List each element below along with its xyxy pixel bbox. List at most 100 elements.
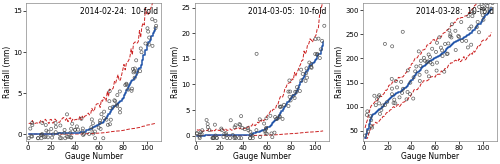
Point: [290, 97, 298, 99]
Point: [312, 38, 320, 40]
Point: [308, 66, 316, 69]
Point: [416, 73, 424, 76]
Point: [388, 93, 396, 96]
Point: [364, 110, 372, 113]
Point: [398, 92, 406, 94]
Point: [56, 124, 64, 127]
Point: [468, 25, 475, 28]
Point: [361, 134, 369, 137]
Point: [388, 45, 396, 48]
Point: [484, 1, 492, 4]
Point: [196, 135, 203, 138]
Point: [468, 10, 476, 13]
Point: [270, 131, 278, 134]
Point: [130, 76, 138, 79]
Point: [367, 125, 375, 127]
Point: [100, 137, 108, 140]
Point: [28, 135, 36, 138]
Point: [293, 86, 301, 89]
Point: [100, 117, 108, 119]
Point: [130, 71, 138, 74]
Point: [396, 96, 404, 99]
Point: [278, 105, 285, 108]
Point: [231, 135, 239, 138]
Point: [252, 129, 260, 132]
Point: [424, 60, 432, 63]
Point: [106, 107, 114, 109]
Point: [406, 81, 414, 84]
Point: [213, 137, 221, 139]
Point: [209, 137, 217, 139]
X-axis label: Gauge Number: Gauge Number: [232, 152, 291, 161]
Point: [256, 118, 264, 121]
Point: [232, 137, 239, 139]
Point: [274, 117, 281, 120]
Point: [208, 137, 216, 139]
Point: [42, 135, 50, 138]
Point: [38, 122, 46, 124]
Point: [96, 128, 104, 130]
Point: [284, 105, 292, 107]
Point: [122, 83, 130, 86]
Point: [276, 105, 284, 108]
Point: [106, 100, 114, 102]
Point: [426, 61, 434, 64]
Point: [308, 66, 316, 68]
Point: [420, 57, 428, 59]
Point: [487, 7, 495, 10]
Point: [276, 105, 284, 108]
Point: [240, 128, 248, 131]
Point: [433, 61, 441, 64]
Point: [475, 6, 483, 8]
Point: [432, 69, 440, 72]
Point: [446, 29, 454, 32]
Point: [437, 46, 445, 49]
Point: [444, 52, 452, 55]
Point: [210, 137, 218, 139]
Point: [388, 78, 396, 80]
Point: [60, 129, 68, 131]
Point: [232, 124, 239, 127]
Point: [404, 69, 412, 72]
Point: [66, 132, 74, 134]
Point: [422, 70, 430, 73]
Point: [368, 126, 376, 129]
Point: [67, 127, 75, 130]
Point: [252, 52, 260, 55]
Point: [457, 21, 465, 23]
Point: [230, 137, 238, 139]
Text: 2014-03-05:  10-fold: 2014-03-05: 10-fold: [248, 7, 326, 16]
Point: [248, 134, 256, 137]
Point: [145, 36, 153, 39]
Point: [286, 79, 294, 82]
Point: [276, 115, 283, 118]
Point: [302, 80, 310, 82]
Point: [131, 67, 139, 70]
Point: [73, 125, 81, 128]
Point: [218, 129, 226, 131]
Point: [416, 80, 424, 82]
Point: [94, 126, 102, 129]
Point: [226, 119, 234, 122]
Point: [212, 136, 220, 139]
Point: [468, 15, 476, 17]
Point: [373, 98, 381, 101]
Point: [484, 5, 492, 7]
Point: [262, 126, 270, 129]
Point: [372, 104, 380, 106]
Point: [91, 137, 99, 140]
Point: [79, 127, 87, 130]
Point: [136, 70, 144, 72]
Point: [260, 122, 268, 125]
Point: [297, 68, 305, 71]
Point: [96, 122, 104, 124]
Point: [228, 134, 236, 136]
Point: [116, 108, 124, 110]
Point: [88, 126, 96, 128]
Point: [446, 33, 454, 36]
Point: [290, 94, 298, 97]
Point: [392, 80, 400, 82]
Point: [432, 51, 440, 53]
Point: [109, 105, 117, 108]
Point: [480, 6, 488, 9]
